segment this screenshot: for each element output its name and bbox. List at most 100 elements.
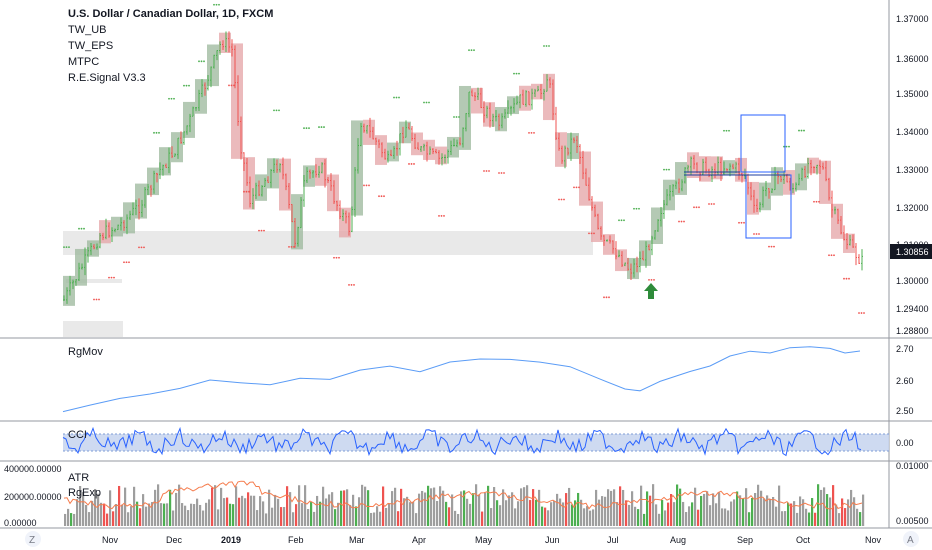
atr-bar (202, 510, 205, 526)
atr-bar (127, 512, 130, 526)
atr-bar (829, 497, 832, 526)
signal-dot (458, 116, 460, 118)
signal-dot (863, 312, 865, 314)
atr-bar (157, 484, 160, 526)
atr-bar (151, 502, 154, 526)
atr-bar (730, 501, 733, 526)
time-label: Apr (412, 535, 426, 545)
signal-dot (108, 276, 110, 279)
atr-bar (811, 498, 814, 526)
signal-box (387, 142, 399, 162)
atr-left-tick: 200000.00000 (4, 492, 62, 502)
time-label: Dec (166, 535, 183, 545)
atr-bar (727, 510, 730, 526)
signal-dot (200, 60, 203, 63)
atr-bar (622, 489, 625, 526)
atr-bar (478, 494, 481, 526)
signal-box (243, 157, 255, 210)
atr-bar (379, 511, 382, 526)
atr-bar (712, 493, 715, 526)
signal-dot (440, 215, 443, 217)
signal-dot (455, 116, 458, 118)
signal-dot (728, 129, 730, 132)
atr-bar (424, 492, 427, 526)
symbol-title[interactable]: U.S. Dollar / Canadian Dollar, 1D, FXCM (68, 8, 273, 20)
signal-dot (740, 221, 743, 224)
atr-bar (433, 487, 436, 526)
signal-dot (618, 219, 620, 222)
atr-bar (805, 508, 808, 526)
atr-label[interactable]: ATR (68, 472, 89, 484)
atr-bar (160, 503, 163, 526)
signal-box (303, 165, 315, 187)
signal-dot (278, 109, 280, 112)
auto-scale-left-button[interactable]: Z (25, 531, 41, 547)
atr-bar (490, 508, 493, 526)
price-pane[interactable] (63, 3, 865, 337)
atr-bar (349, 504, 352, 526)
atr-bar (388, 503, 391, 526)
signal-dot (453, 116, 455, 118)
atr-bar (664, 510, 667, 526)
atr-bar (508, 495, 511, 526)
atr-bar (640, 485, 643, 526)
signal-dot (815, 200, 818, 203)
atr-bar (535, 499, 538, 526)
atr-bar (859, 512, 862, 526)
signal-dot (833, 254, 835, 257)
rgmov-label[interactable]: RgMov (68, 346, 103, 358)
atr-bar (208, 499, 211, 526)
indicator-label-tw-eps[interactable]: TW_EPS (68, 40, 113, 52)
indicator-label-re-signal[interactable]: R.E.Signal V3.3 (68, 72, 146, 84)
atr-bar (220, 487, 223, 526)
time-label: Jun (545, 535, 560, 545)
atr-bar (73, 513, 76, 526)
time-label: Nov (102, 535, 119, 545)
indicator-label-mtpc[interactable]: MTPC (68, 56, 99, 68)
atr-bar (412, 501, 415, 526)
rgexp-label[interactable]: RgExp (68, 487, 101, 499)
atr-bar (358, 497, 361, 526)
atr-bar (250, 495, 253, 526)
atr-bar (214, 485, 217, 526)
indicator-label-tw-ub[interactable]: TW_UB (68, 24, 107, 36)
atr-bar (148, 503, 151, 526)
signal-dot (738, 221, 740, 224)
signal-dot (348, 284, 350, 286)
atr-bar (85, 504, 88, 526)
signal-dot (368, 184, 370, 187)
time-axis[interactable]: Nov Dec 2019 Feb Mar Apr May Jun Jul Aug… (102, 535, 882, 545)
atr-bar (274, 494, 277, 526)
support-zone (63, 321, 123, 337)
atr-bar (466, 498, 469, 526)
cci-label[interactable]: CCI (68, 429, 87, 441)
signal-dot (668, 168, 670, 171)
atr-bar (253, 495, 256, 526)
price-axis[interactable]: 1.37000 1.36000 1.35000 1.34000 1.33000 … (890, 14, 932, 336)
atr-bar (661, 500, 664, 526)
signal-dot (623, 219, 625, 222)
signal-dot (843, 277, 845, 280)
signal-dot (753, 233, 755, 235)
atr-bar (391, 491, 394, 526)
atr-bar (64, 513, 67, 526)
button-bg (903, 531, 919, 547)
selection-rectangle[interactable] (740, 114, 786, 173)
signal-dot (518, 72, 520, 75)
signal-box (675, 162, 687, 195)
atr-bar (409, 502, 412, 526)
signal-box (591, 201, 603, 243)
atr-bar (454, 510, 457, 526)
signal-dot (80, 227, 83, 230)
atr-bar (529, 500, 532, 526)
atr-bar (334, 509, 337, 526)
atr-bar (385, 507, 388, 526)
time-label: Nov (865, 535, 882, 545)
atr-bar (124, 487, 127, 526)
auto-scale-right-button[interactable]: A (903, 531, 919, 547)
atr-bar (544, 507, 547, 526)
atr-bar (361, 484, 364, 526)
signal-dot (263, 229, 265, 232)
atr-bar (721, 508, 724, 526)
